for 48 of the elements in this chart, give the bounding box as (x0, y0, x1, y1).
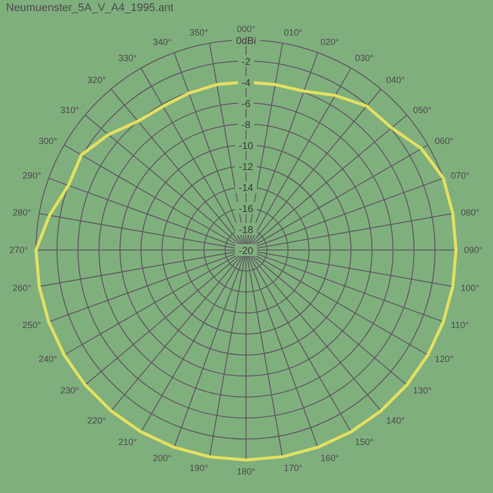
spoke-label: 050° (413, 105, 432, 116)
spoke-label: 150° (355, 437, 374, 448)
spoke-label: 320° (87, 75, 106, 85)
spoke-label: 290° (22, 170, 42, 181)
chart-title: Neumuenster_5A_V_A4_1995.ant (6, 2, 174, 14)
spoke-label: 110° (450, 320, 470, 330)
spoke-label: 260° (12, 283, 32, 294)
spoke-label: 130° (413, 385, 432, 396)
spoke-label: 270° (9, 245, 28, 256)
spoke-label: 340° (152, 37, 172, 48)
y-tick-label: -18 (238, 225, 254, 236)
spoke-label: 020° (320, 37, 340, 48)
y-tick-label: 0dBi (236, 36, 256, 47)
spoke-label: 140° (386, 415, 406, 426)
spoke-label: 280° (12, 207, 32, 218)
spoke-label: 240° (38, 354, 58, 364)
spoke-label: 100° (460, 283, 480, 294)
spoke-label: 160° (320, 453, 340, 464)
spoke-label: 070° (450, 170, 470, 181)
spoke-label: 250° (22, 320, 42, 330)
spoke-label: 300° (38, 136, 58, 146)
y-tick-label: -2 (242, 57, 251, 68)
spoke-label: 030° (355, 53, 374, 64)
y-tick-label: -6 (242, 99, 251, 110)
spoke-label: 090° (464, 245, 484, 256)
spoke-label: 180° (236, 466, 256, 476)
spoke-label: 060° (434, 136, 454, 146)
spoke-label: 170° (284, 463, 303, 474)
spoke-label: 000° (236, 24, 256, 34)
y-tick-label: -20 (238, 246, 254, 257)
spoke-label: 350° (190, 27, 209, 38)
spoke-label: 040° (386, 75, 406, 85)
spoke-label: 230° (60, 385, 80, 396)
spoke-label: 210° (118, 437, 138, 448)
spoke-label: 190° (190, 463, 209, 474)
spoke-label: 080° (460, 207, 480, 218)
y-tick-label: -12 (238, 162, 254, 173)
y-tick-label: -16 (238, 204, 254, 215)
y-tick-label: -14 (238, 183, 254, 194)
spoke-label: 120° (434, 354, 454, 364)
spoke-label: 220° (87, 415, 106, 426)
y-tick-label: -10 (238, 141, 254, 152)
spoke-label: 200° (152, 453, 172, 464)
spoke-label: 330° (118, 53, 138, 64)
y-tick-label: -8 (242, 120, 251, 131)
spoke-label: 010° (284, 27, 303, 38)
y-tick-label: -4 (242, 78, 251, 89)
spoke-label: 310° (60, 105, 80, 116)
